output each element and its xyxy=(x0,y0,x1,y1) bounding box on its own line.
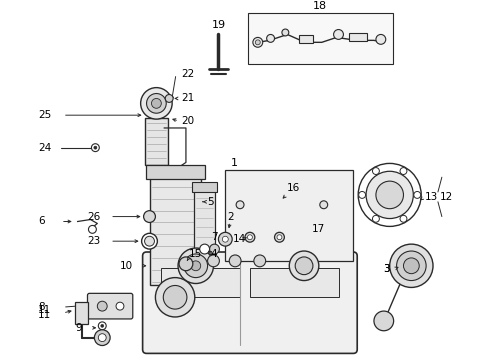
Text: 9: 9 xyxy=(76,323,82,333)
Circle shape xyxy=(372,215,379,222)
Text: 19: 19 xyxy=(211,19,225,30)
Circle shape xyxy=(247,235,252,240)
Text: 21: 21 xyxy=(181,94,194,103)
Text: 10: 10 xyxy=(120,261,133,271)
Circle shape xyxy=(253,255,265,267)
Circle shape xyxy=(413,192,420,198)
Circle shape xyxy=(97,301,107,311)
Circle shape xyxy=(178,248,213,284)
Bar xyxy=(75,302,88,324)
Circle shape xyxy=(389,244,432,287)
Text: 14: 14 xyxy=(233,234,246,244)
Circle shape xyxy=(244,232,254,242)
Text: 18: 18 xyxy=(313,1,326,11)
Text: 13: 13 xyxy=(424,192,437,202)
Bar xyxy=(145,165,204,179)
Text: 25: 25 xyxy=(38,110,51,120)
Circle shape xyxy=(266,35,274,42)
Circle shape xyxy=(155,278,194,317)
Circle shape xyxy=(366,171,412,219)
Circle shape xyxy=(396,251,425,280)
FancyBboxPatch shape xyxy=(142,252,356,354)
Text: 11: 11 xyxy=(38,310,51,320)
Circle shape xyxy=(94,330,110,346)
Text: 16: 16 xyxy=(286,183,299,193)
Circle shape xyxy=(403,258,418,274)
Text: 1: 1 xyxy=(231,158,238,168)
Circle shape xyxy=(199,244,209,254)
Circle shape xyxy=(281,29,288,36)
Circle shape xyxy=(372,168,379,175)
Text: 3: 3 xyxy=(382,264,388,274)
Circle shape xyxy=(252,37,262,47)
Text: 6: 6 xyxy=(38,216,45,226)
Text: 11: 11 xyxy=(38,305,51,315)
Bar xyxy=(225,170,352,261)
FancyBboxPatch shape xyxy=(87,293,133,319)
Circle shape xyxy=(142,233,157,249)
Text: 5: 5 xyxy=(207,197,214,207)
Text: 23: 23 xyxy=(87,236,101,246)
Circle shape xyxy=(91,144,99,152)
Circle shape xyxy=(183,254,207,278)
Circle shape xyxy=(165,95,173,102)
Circle shape xyxy=(146,94,166,113)
Circle shape xyxy=(88,225,96,233)
Circle shape xyxy=(358,163,420,226)
Bar xyxy=(247,13,392,64)
Circle shape xyxy=(276,235,281,240)
Circle shape xyxy=(144,236,154,246)
Circle shape xyxy=(399,168,406,175)
Circle shape xyxy=(274,232,284,242)
Text: 4: 4 xyxy=(210,249,216,259)
Circle shape xyxy=(358,192,365,198)
Text: 26: 26 xyxy=(87,212,101,221)
Circle shape xyxy=(101,324,103,327)
Circle shape xyxy=(375,35,385,44)
Circle shape xyxy=(207,255,219,267)
Bar xyxy=(348,33,366,41)
Circle shape xyxy=(236,201,244,209)
Text: 2: 2 xyxy=(226,212,233,221)
Circle shape xyxy=(179,257,192,271)
Text: 24: 24 xyxy=(38,143,51,153)
Circle shape xyxy=(399,215,406,222)
Text: 7: 7 xyxy=(211,232,217,242)
Circle shape xyxy=(116,302,123,310)
Bar xyxy=(299,35,312,43)
Circle shape xyxy=(98,334,106,342)
Text: 22: 22 xyxy=(181,69,194,79)
Text: 17: 17 xyxy=(311,224,325,234)
Text: 20: 20 xyxy=(181,116,194,126)
Circle shape xyxy=(229,255,241,267)
Circle shape xyxy=(151,98,161,108)
Circle shape xyxy=(222,236,228,242)
Circle shape xyxy=(373,311,393,331)
Circle shape xyxy=(143,211,155,222)
Circle shape xyxy=(141,87,172,119)
Bar xyxy=(144,118,168,165)
Bar xyxy=(161,268,240,297)
Circle shape xyxy=(209,244,219,254)
Bar xyxy=(149,177,200,285)
Circle shape xyxy=(98,322,106,330)
Bar xyxy=(191,182,217,192)
Circle shape xyxy=(94,146,97,149)
Circle shape xyxy=(190,261,200,271)
Circle shape xyxy=(375,181,403,209)
Bar xyxy=(193,190,215,254)
Bar xyxy=(249,268,338,297)
Text: 12: 12 xyxy=(439,192,452,202)
Circle shape xyxy=(333,30,343,39)
Circle shape xyxy=(289,251,318,280)
Circle shape xyxy=(163,285,186,309)
Text: 8: 8 xyxy=(38,302,45,312)
Circle shape xyxy=(218,232,232,246)
Circle shape xyxy=(319,201,327,209)
Circle shape xyxy=(295,257,312,275)
Text: 15: 15 xyxy=(188,249,202,259)
Text: 3: 3 xyxy=(382,264,388,274)
Circle shape xyxy=(255,40,260,45)
